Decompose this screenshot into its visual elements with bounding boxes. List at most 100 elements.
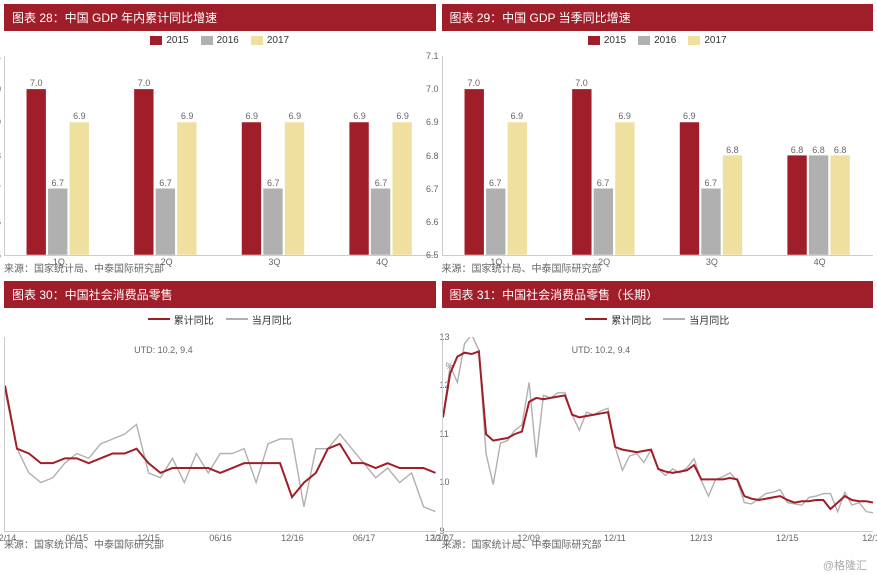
y-tick-label: 6.7 (426, 184, 443, 194)
bar-value-label: 6.8 (834, 145, 847, 155)
watermark: @格隆汇 (823, 557, 867, 573)
x-tick-label: 1Q (53, 255, 65, 267)
legend-swatch (251, 36, 263, 45)
bar (593, 189, 612, 255)
bar (242, 122, 261, 255)
y-tick-label: 7.1 (0, 51, 5, 61)
bar-value-label: 6.9 (353, 111, 366, 121)
bar-value-label: 7.0 (30, 78, 43, 88)
x-tick-label: 12/16 (281, 531, 304, 543)
panel-31-legend: 累计同比当月同比 (442, 308, 874, 329)
panel-31-source: 来源：国家统计局、中泰国际研究部 (442, 536, 874, 551)
bar (156, 189, 175, 255)
bar-value-label: 6.9 (511, 111, 524, 121)
legend-label: 2016 (217, 35, 239, 46)
bar (263, 189, 282, 255)
bar-value-label: 6.8 (812, 145, 825, 155)
y-tick-label: 6.6 (426, 217, 443, 227)
bar (285, 122, 304, 255)
bar-value-label: 6.9 (73, 111, 86, 121)
panel-30-chart: 910111213%12/1406/1512/1506/1612/1606/17… (4, 337, 436, 532)
line-series (5, 385, 436, 496)
bar (177, 122, 196, 255)
y-tick-label: 6.7 (0, 184, 5, 194)
panel-31-chart: 8131823%12/0712/0912/1112/1312/1512/17UT… (442, 337, 874, 532)
legend-item: 2016 (201, 35, 239, 46)
legend-label: 累计同比 (611, 312, 651, 327)
bar-value-label: 7.0 (575, 78, 588, 88)
y-tick-label: 6.5 (0, 250, 5, 260)
bar-value-label: 6.7 (489, 178, 502, 188)
bar (615, 122, 634, 255)
bar (464, 89, 483, 255)
legend-swatch (150, 36, 162, 45)
bar (679, 122, 698, 255)
x-tick-label: 2Q (161, 255, 173, 267)
bar (70, 122, 89, 255)
x-tick-label: 12/15 (137, 531, 160, 543)
x-tick-label: 12/14 (0, 531, 16, 543)
bar (349, 122, 368, 255)
legend-label: 2015 (604, 35, 626, 46)
bar-value-label: 6.9 (245, 111, 258, 121)
x-tick-label: 06/15 (66, 531, 89, 543)
bar-value-label: 6.7 (52, 178, 65, 188)
panel-29-source: 来源：国家统计局、中泰国际研究部 (442, 260, 874, 275)
legend-item: 当月同比 (663, 312, 729, 327)
panel-30: 图表 30：中国社会消费品零售 累计同比当月同比 910111213%12/14… (4, 281, 436, 551)
bar (572, 89, 591, 255)
legend-swatch (226, 318, 248, 320)
y-tick-label: 6.5 (426, 250, 443, 260)
x-tick-label: 4Q (376, 255, 388, 267)
legend-item: 2015 (588, 35, 626, 46)
y-tick-label: 7.0 (0, 84, 5, 94)
x-tick-label: 1Q (490, 255, 502, 267)
x-tick-label: 12/07 (431, 531, 454, 543)
panel-30-title: 图表 30：中国社会消费品零售 (4, 281, 436, 308)
x-tick-label: 06/17 (353, 531, 376, 543)
bar (722, 155, 741, 254)
legend-swatch (638, 36, 650, 45)
legend-label: 当月同比 (252, 312, 292, 327)
bar (808, 155, 827, 254)
legend-swatch (201, 36, 213, 45)
x-tick-label: 12/17 (862, 531, 877, 543)
bar (27, 89, 46, 255)
bar-value-label: 7.0 (138, 78, 151, 88)
panel-28-title: 图表 28：中国 GDP 年内累计同比增速 (4, 4, 436, 31)
legend-item: 2016 (638, 35, 676, 46)
bar (787, 155, 806, 254)
y-tick-label: 7.1 (426, 51, 443, 61)
bar-value-label: 6.9 (683, 111, 696, 121)
bar-value-label: 6.7 (159, 178, 172, 188)
panel-28-source: 来源：国家统计局、中泰国际研究部 (4, 260, 436, 275)
bar (486, 189, 505, 255)
bar (134, 89, 153, 255)
y-tick-label: 6.8 (426, 151, 443, 161)
x-tick-label: 3Q (268, 255, 280, 267)
legend-label: 2017 (704, 35, 726, 46)
bar (48, 189, 67, 255)
legend-swatch (148, 318, 170, 320)
utd-label: UTD: 10.2, 9.4 (134, 345, 193, 355)
bar-value-label: 6.9 (289, 111, 302, 121)
y-tick-label: 6.9 (0, 117, 5, 127)
x-tick-label: 12/11 (604, 531, 626, 543)
bar (392, 122, 411, 255)
y-tick-label: 23 (873, 332, 877, 342)
legend-label: 2016 (654, 35, 676, 46)
utd-label: UTD: 10.2, 9.4 (572, 345, 631, 355)
bar-value-label: 6.8 (726, 145, 739, 155)
panel-28: 图表 28：中国 GDP 年内累计同比增速 201520162017 6.56.… (4, 4, 436, 275)
bar (507, 122, 526, 255)
legend-swatch (585, 318, 607, 320)
x-tick-label: 12/15 (776, 531, 799, 543)
panel-31-title: 图表 31：中国社会消费品零售（长期） (442, 281, 874, 308)
legend-swatch (663, 318, 685, 320)
bar-value-label: 6.7 (267, 178, 280, 188)
panel-29-legend: 2015 2016 2017 (442, 31, 874, 48)
bar-value-label: 6.9 (396, 111, 409, 121)
y-tick-label: 6.8 (0, 151, 5, 161)
bar-value-label: 6.7 (375, 178, 388, 188)
x-tick-label: 3Q (706, 255, 718, 267)
